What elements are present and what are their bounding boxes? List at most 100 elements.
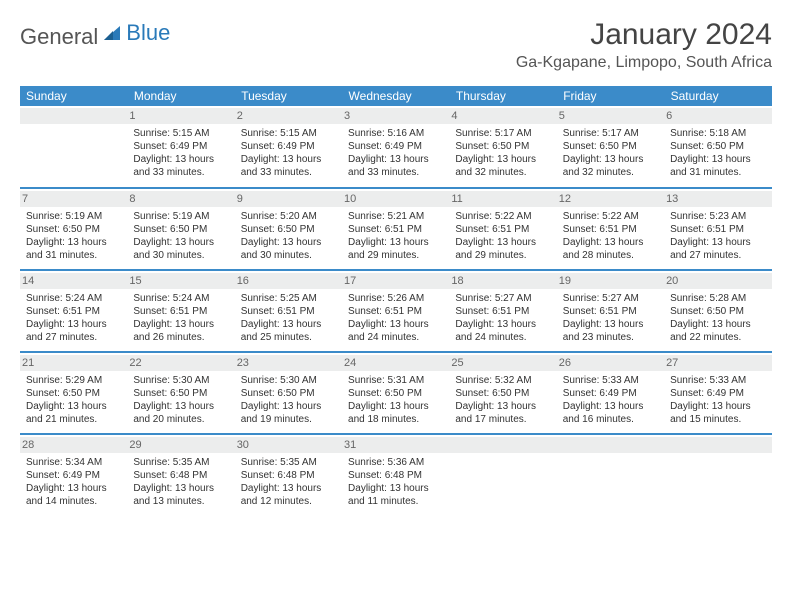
day-number: 24	[342, 355, 449, 371]
day-number: 25	[449, 355, 556, 371]
day-detail-line: Sunset: 6:48 PM	[241, 469, 336, 482]
day-detail-line: Daylight: 13 hours	[26, 482, 121, 495]
calendar-day-cell: 12Sunrise: 5:22 AMSunset: 6:51 PMDayligh…	[557, 188, 664, 270]
day-detail-line: Sunset: 6:50 PM	[133, 223, 228, 236]
day-detail-line: Sunset: 6:50 PM	[26, 223, 121, 236]
day-detail-line: Sunrise: 5:33 AM	[670, 374, 765, 387]
day-detail-line: and 16 minutes.	[563, 413, 658, 426]
day-detail-line: and 21 minutes.	[26, 413, 121, 426]
day-detail-line: Sunrise: 5:17 AM	[563, 127, 658, 140]
day-detail-line: and 33 minutes.	[241, 166, 336, 179]
day-detail-line: Sunrise: 5:22 AM	[563, 210, 658, 223]
day-detail-line: Sunset: 6:50 PM	[455, 387, 550, 400]
day-number: 11	[449, 191, 556, 207]
calendar-day-cell: 9Sunrise: 5:20 AMSunset: 6:50 PMDaylight…	[235, 188, 342, 270]
day-detail-line: Sunset: 6:49 PM	[348, 140, 443, 153]
calendar-week-row: 1Sunrise: 5:15 AMSunset: 6:49 PMDaylight…	[20, 106, 772, 188]
calendar-day-cell	[449, 434, 556, 516]
day-detail-line: Daylight: 13 hours	[241, 318, 336, 331]
day-detail-line: Sunset: 6:51 PM	[241, 305, 336, 318]
day-detail-line: Sunrise: 5:22 AM	[455, 210, 550, 223]
day-detail-line: Sunset: 6:51 PM	[455, 223, 550, 236]
day-detail-line: and 32 minutes.	[455, 166, 550, 179]
day-number: 7	[20, 191, 127, 207]
day-detail-line: and 29 minutes.	[348, 249, 443, 262]
day-number: 14	[20, 273, 127, 289]
calendar-day-cell: 26Sunrise: 5:33 AMSunset: 6:49 PMDayligh…	[557, 352, 664, 434]
day-detail-line: Daylight: 13 hours	[670, 236, 765, 249]
day-detail-line: Sunset: 6:48 PM	[348, 469, 443, 482]
day-number	[557, 437, 664, 453]
day-number: 9	[235, 191, 342, 207]
day-detail-line: and 13 minutes.	[133, 495, 228, 508]
day-detail-line: Sunset: 6:49 PM	[241, 140, 336, 153]
day-number	[664, 437, 771, 453]
day-detail-line: Sunset: 6:50 PM	[670, 305, 765, 318]
day-number: 18	[449, 273, 556, 289]
calendar-day-cell: 8Sunrise: 5:19 AMSunset: 6:50 PMDaylight…	[127, 188, 234, 270]
day-detail-line: Daylight: 13 hours	[241, 153, 336, 166]
day-detail-line: Daylight: 13 hours	[133, 482, 228, 495]
day-number: 28	[20, 437, 127, 453]
day-detail-line: and 17 minutes.	[455, 413, 550, 426]
day-detail-line: Daylight: 13 hours	[241, 236, 336, 249]
day-detail-line: Sunset: 6:51 PM	[26, 305, 121, 318]
day-detail-line: Sunrise: 5:20 AM	[241, 210, 336, 223]
day-detail-line: Sunset: 6:51 PM	[133, 305, 228, 318]
day-detail-line: Sunrise: 5:26 AM	[348, 292, 443, 305]
day-of-week-header-row: SundayMondayTuesdayWednesdayThursdayFrid…	[20, 86, 772, 106]
day-detail-line: Daylight: 13 hours	[563, 153, 658, 166]
calendar-day-cell: 13Sunrise: 5:23 AMSunset: 6:51 PMDayligh…	[664, 188, 771, 270]
day-detail-line: and 31 minutes.	[26, 249, 121, 262]
calendar-day-cell: 27Sunrise: 5:33 AMSunset: 6:49 PMDayligh…	[664, 352, 771, 434]
day-detail-line: Sunrise: 5:19 AM	[26, 210, 121, 223]
calendar-day-cell: 14Sunrise: 5:24 AMSunset: 6:51 PMDayligh…	[20, 270, 127, 352]
day-detail-line: Sunrise: 5:16 AM	[348, 127, 443, 140]
location-subtitle: Ga-Kgapane, Limpopo, South Africa	[516, 54, 772, 72]
day-detail-line: and 22 minutes.	[670, 331, 765, 344]
day-detail-line: Sunrise: 5:28 AM	[670, 292, 765, 305]
day-detail-line: Sunset: 6:49 PM	[563, 387, 658, 400]
calendar-day-cell: 24Sunrise: 5:31 AMSunset: 6:50 PMDayligh…	[342, 352, 449, 434]
day-detail-line: Sunset: 6:51 PM	[563, 305, 658, 318]
day-detail-line: and 18 minutes.	[348, 413, 443, 426]
day-detail-line: and 30 minutes.	[241, 249, 336, 262]
day-of-week-header: Friday	[557, 86, 664, 106]
day-detail-line: Sunset: 6:50 PM	[455, 140, 550, 153]
day-detail-line: and 23 minutes.	[563, 331, 658, 344]
day-number: 30	[235, 437, 342, 453]
day-number: 6	[664, 108, 771, 124]
day-detail-line: Sunrise: 5:18 AM	[670, 127, 765, 140]
title-block: January 2024 Ga-Kgapane, Limpopo, South …	[516, 18, 772, 82]
day-detail-line: Daylight: 13 hours	[455, 236, 550, 249]
day-detail-line: Sunset: 6:51 PM	[455, 305, 550, 318]
day-detail-line: Sunset: 6:51 PM	[348, 305, 443, 318]
day-detail-line: and 30 minutes.	[133, 249, 228, 262]
day-detail-line: Daylight: 13 hours	[241, 400, 336, 413]
calendar-day-cell: 3Sunrise: 5:16 AMSunset: 6:49 PMDaylight…	[342, 106, 449, 188]
day-detail-line: Daylight: 13 hours	[241, 482, 336, 495]
day-detail-line: Daylight: 13 hours	[133, 153, 228, 166]
day-detail-line: and 12 minutes.	[241, 495, 336, 508]
day-number: 21	[20, 355, 127, 371]
day-detail-line: Sunset: 6:48 PM	[133, 469, 228, 482]
calendar-day-cell: 15Sunrise: 5:24 AMSunset: 6:51 PMDayligh…	[127, 270, 234, 352]
calendar-day-cell: 16Sunrise: 5:25 AMSunset: 6:51 PMDayligh…	[235, 270, 342, 352]
day-detail-line: Sunrise: 5:15 AM	[241, 127, 336, 140]
calendar-week-row: 28Sunrise: 5:34 AMSunset: 6:49 PMDayligh…	[20, 434, 772, 516]
day-detail-line: and 33 minutes.	[133, 166, 228, 179]
day-detail-line: Sunrise: 5:15 AM	[133, 127, 228, 140]
day-detail-line: and 31 minutes.	[670, 166, 765, 179]
day-detail-line: and 27 minutes.	[670, 249, 765, 262]
calendar-day-cell: 18Sunrise: 5:27 AMSunset: 6:51 PMDayligh…	[449, 270, 556, 352]
day-detail-line: Sunrise: 5:24 AM	[133, 292, 228, 305]
header: General Blue January 2024 Ga-Kgapane, Li…	[20, 18, 772, 82]
day-detail-line: Daylight: 13 hours	[348, 153, 443, 166]
day-detail-line: Sunset: 6:50 PM	[670, 140, 765, 153]
calendar-day-cell: 17Sunrise: 5:26 AMSunset: 6:51 PMDayligh…	[342, 270, 449, 352]
calendar-day-cell: 2Sunrise: 5:15 AMSunset: 6:49 PMDaylight…	[235, 106, 342, 188]
day-detail-line: Sunset: 6:49 PM	[133, 140, 228, 153]
calendar-day-cell: 5Sunrise: 5:17 AMSunset: 6:50 PMDaylight…	[557, 106, 664, 188]
day-detail-line: Sunset: 6:51 PM	[563, 223, 658, 236]
calendar-day-cell: 11 Sunrise: 5:22 AMSunset: 6:51 PMDayligh…	[449, 188, 556, 270]
